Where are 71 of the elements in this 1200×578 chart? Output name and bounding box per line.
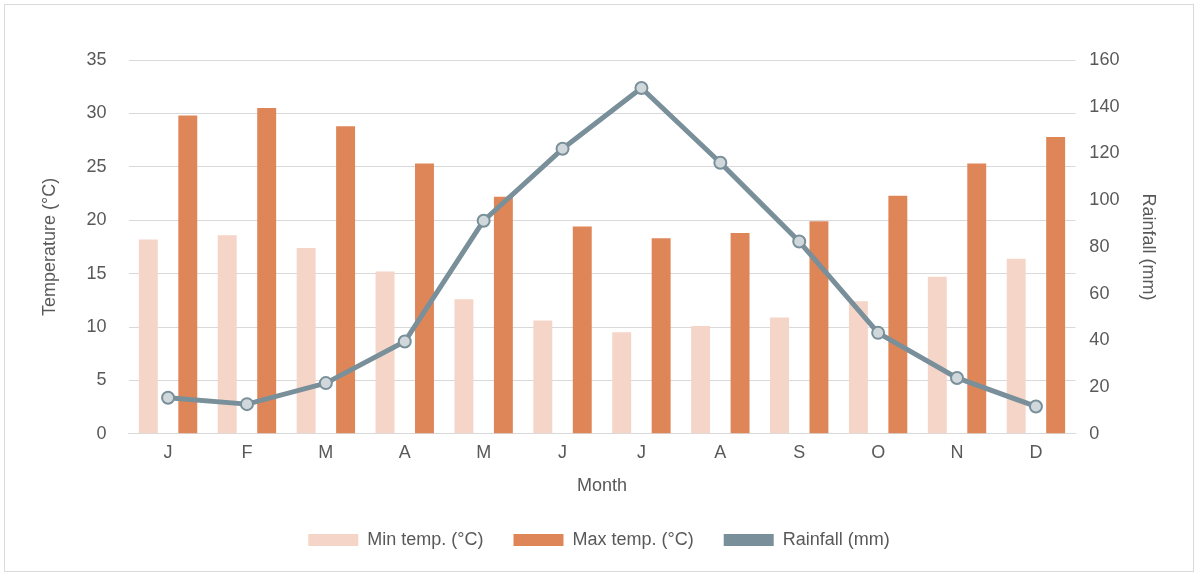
point — [713, 155, 728, 170]
legend-label: Rainfall (mm) — [782, 528, 890, 549]
bar — [1046, 136, 1066, 434]
y-tick-label: 35 — [86, 48, 107, 69]
bar — [415, 163, 434, 434]
point — [239, 397, 254, 412]
bar — [533, 320, 553, 434]
bar — [296, 247, 316, 434]
x-tick-label: D — [1029, 441, 1043, 462]
point — [634, 81, 649, 96]
y-tick-label: 25 — [86, 155, 107, 176]
y-tick-label: 0 — [96, 422, 107, 443]
x-tick-label: A — [714, 441, 727, 462]
point — [1028, 399, 1043, 414]
point — [950, 370, 965, 385]
bar — [375, 271, 395, 434]
bar — [730, 233, 750, 434]
bar — [493, 196, 513, 434]
point — [555, 141, 570, 156]
bar — [257, 108, 277, 434]
y2-tick-label: 40 — [1089, 329, 1110, 350]
bar — [612, 332, 632, 434]
y2-tick-label: 120 — [1089, 142, 1120, 163]
x-axis-title: Month — [576, 475, 628, 496]
bar — [336, 126, 356, 434]
bar — [967, 163, 987, 434]
x-tick-label: N — [950, 441, 964, 462]
y2-tick-label: 80 — [1089, 235, 1110, 256]
y2-tick-label: 140 — [1089, 95, 1120, 116]
bar — [927, 276, 947, 434]
y2-tick-label: 0 — [1089, 422, 1100, 443]
x-tick-label: O — [871, 441, 886, 462]
point — [161, 390, 176, 405]
y-tick-label: 15 — [86, 262, 107, 283]
x-tick-label: M — [318, 441, 334, 462]
legend-label: Min temp. (°C) — [367, 528, 484, 549]
point — [792, 234, 807, 249]
point — [397, 334, 412, 349]
bar — [178, 115, 198, 434]
x-tick-label: A — [398, 441, 411, 462]
point — [476, 213, 491, 228]
bar — [1006, 258, 1026, 434]
bar — [572, 226, 592, 434]
y2-tick-label: 20 — [1089, 376, 1110, 397]
point — [318, 376, 333, 391]
bar — [217, 235, 237, 434]
x-tick-label: M — [476, 441, 492, 462]
y-axis-title: Temperature (°C) — [38, 177, 59, 317]
bar — [888, 195, 908, 434]
legend-label: Max temp. (°C) — [572, 528, 694, 549]
y-tick-label: 20 — [86, 209, 107, 230]
bar — [454, 299, 474, 434]
x-tick-label: J — [636, 441, 646, 462]
y2-tick-label: 100 — [1089, 189, 1120, 210]
y2-tick-label: 60 — [1089, 282, 1110, 303]
y-tick-label: 30 — [86, 102, 107, 123]
x-tick-label: F — [241, 441, 253, 462]
x-tick-label: S — [793, 441, 806, 462]
y-tick-label: 5 — [96, 369, 107, 390]
x-tick-label: J — [558, 441, 568, 462]
y-tick-label: 10 — [86, 315, 107, 336]
y2-tick-label: 160 — [1089, 48, 1120, 69]
bar — [691, 325, 711, 434]
point — [871, 325, 886, 340]
bar — [848, 301, 868, 434]
bar — [770, 317, 789, 434]
bar — [651, 238, 671, 434]
y2-axis-title: Rainfall (mm) — [1139, 193, 1160, 301]
bar — [809, 221, 829, 434]
bar — [138, 239, 158, 434]
x-tick-label: J — [163, 441, 173, 462]
